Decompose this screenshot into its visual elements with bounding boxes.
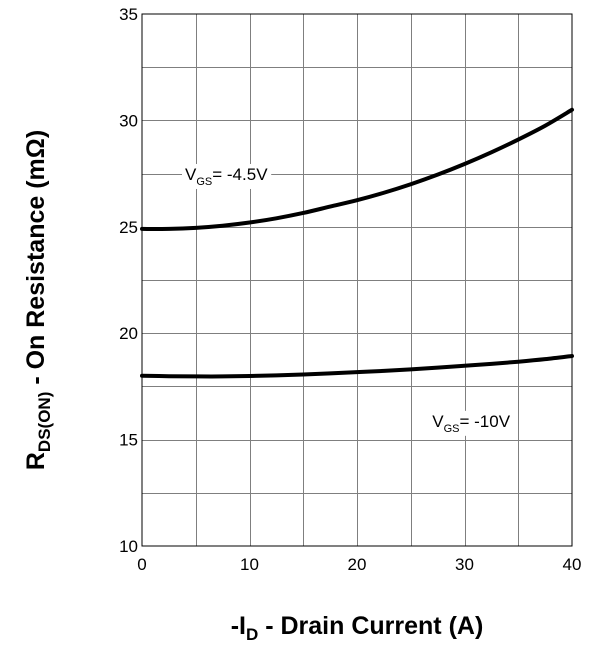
x-axis-title: -ID - Drain Current (A) — [231, 612, 484, 644]
x-tick-label: 40 — [563, 555, 582, 574]
series-line-vgs-10v — [140, 353, 574, 379]
annotations: VGS= -4.5V VGS= -10V — [182, 163, 514, 436]
x-axis-title-prefix: -I — [231, 612, 246, 640]
x-axis-title-suffix: - Drain Current (A) — [258, 612, 483, 640]
x-tick-labels: 0 10 20 30 40 — [137, 555, 581, 574]
series-line-vgs-4-5v — [140, 107, 574, 232]
y-tick-label: 35 — [119, 5, 138, 24]
x-axis-title-subscript: D — [246, 625, 258, 644]
y-axis-title-suffix: - On Resistance (mΩ) — [22, 130, 50, 392]
x-tick-label: 30 — [455, 555, 474, 574]
annotation-background — [429, 410, 514, 436]
y-tick-label: 10 — [119, 537, 138, 556]
y-tick-label: 20 — [119, 324, 138, 343]
y-tick-label: 15 — [119, 431, 138, 450]
x-tick-label: 10 — [240, 555, 259, 574]
annotation-background — [182, 163, 272, 189]
annotation-vgs-4-5v: VGS= -4.5V — [185, 165, 268, 188]
x-tick-label: 20 — [348, 555, 367, 574]
y-tick-labels: 10 15 20 25 30 35 — [119, 5, 138, 556]
x-tick-label: 0 — [137, 555, 146, 574]
grid — [142, 14, 572, 546]
plot-frame — [141, 13, 573, 547]
y-axis-title: RDS(ON) - On Resistance (mΩ) — [22, 130, 54, 470]
y-tick-label: 30 — [119, 111, 138, 130]
y-tick-label: 25 — [119, 218, 138, 237]
y-axis-title-subscript: DS(ON) — [35, 392, 54, 452]
annotation-vgs-10v: VGS= -10V — [432, 412, 510, 435]
y-axis-title-prefix: R — [22, 452, 50, 470]
series-layer — [140, 107, 574, 379]
